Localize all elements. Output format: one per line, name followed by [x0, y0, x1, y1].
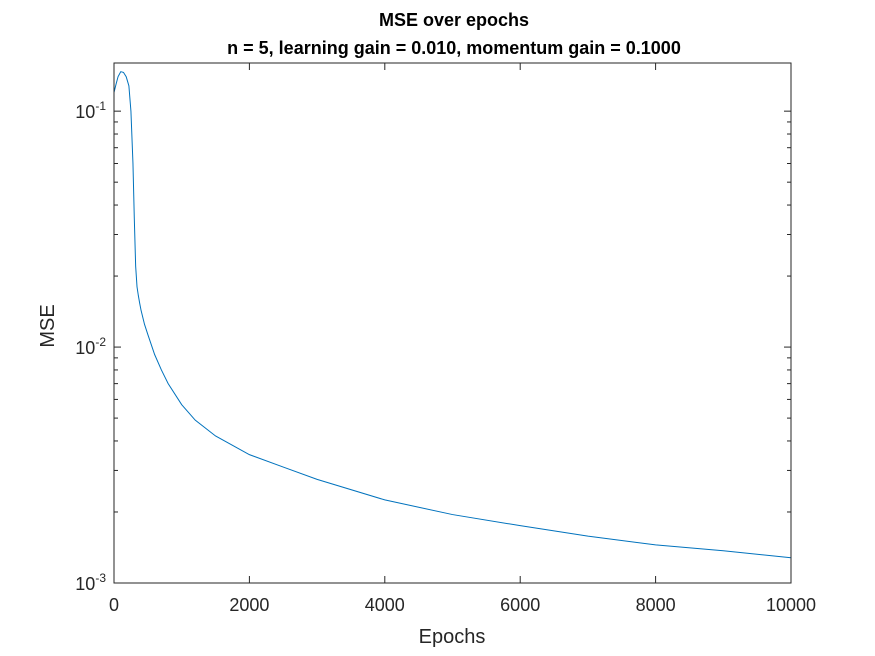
x-axis-label: Epochs: [419, 626, 486, 648]
y-tick-label: 10-3: [75, 571, 106, 594]
y-tick-label: 10-1: [75, 99, 106, 122]
plot-area: [114, 63, 791, 583]
x-tick-label: 4000: [365, 595, 405, 615]
chart-subtitle: n = 5, learning gain = 0.010, momentum g…: [227, 38, 681, 58]
x-tick-label: 6000: [500, 595, 540, 615]
mse-series-line: [113, 71, 792, 559]
y-tick-label: 10-2: [75, 335, 106, 358]
plot-frame: [113, 62, 792, 584]
tick-labels-layer: 0 2000 4000 6000 8000 10000 10-3 10-2 10-1: [75, 99, 816, 615]
x-tick-label: 8000: [636, 595, 676, 615]
x-tick-label: 2000: [229, 595, 269, 615]
x-tick-label: 10000: [766, 595, 816, 615]
chart-title: MSE over epochs: [379, 10, 529, 30]
y-axis-label: MSE: [37, 304, 59, 347]
x-tick-label: 0: [109, 595, 119, 615]
